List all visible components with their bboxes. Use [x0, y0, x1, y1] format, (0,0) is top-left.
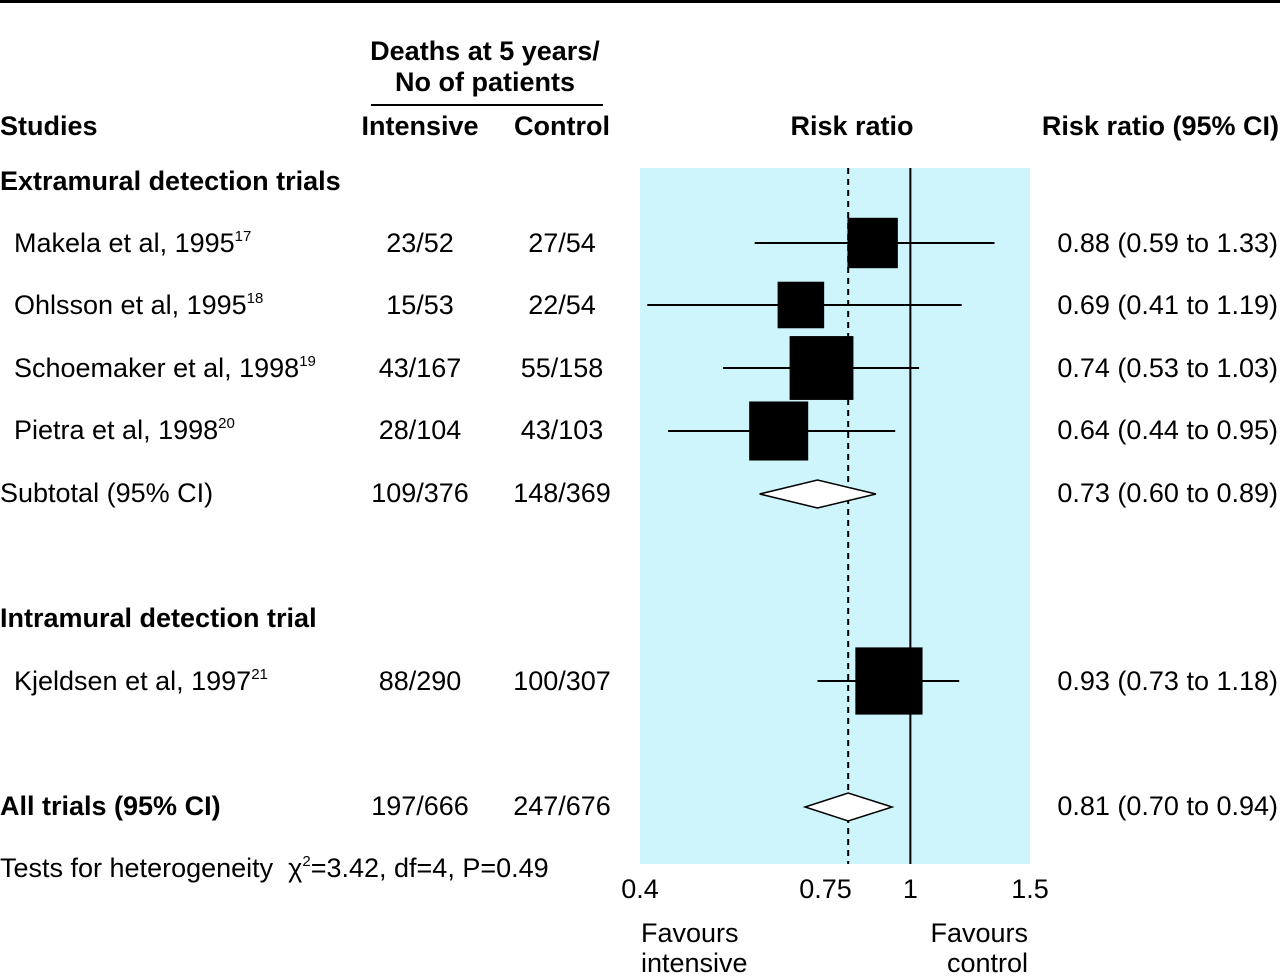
- x-tick-label: 0.4: [621, 874, 659, 904]
- intensive-value: 23/52: [386, 228, 454, 258]
- risk-ratio-ci-value: 0.69 (0.41 to 1.19): [1057, 290, 1278, 320]
- intensive-value: 28/104: [378, 415, 462, 445]
- x-tick-label: 1: [903, 874, 918, 904]
- control-value: 43/103: [520, 415, 604, 445]
- risk-ratio-ci-value: 0.64 (0.44 to 0.95): [1057, 415, 1278, 445]
- intensive-value: 15/53: [386, 290, 454, 320]
- study-name: Pietra et al, 199820: [14, 415, 235, 445]
- deaths-header-line1: Deaths at 5 years/: [370, 36, 600, 66]
- deaths-header-rule: [371, 104, 603, 106]
- group-title: Intramural detection trial: [0, 603, 317, 633]
- study-estimate-square: [749, 401, 809, 461]
- control-value: 55/158: [520, 353, 604, 383]
- study-reference: 18: [246, 290, 264, 307]
- x-tick-label: 1.5: [1011, 874, 1049, 904]
- all-trials-control: 247/676: [513, 791, 611, 821]
- intensive-value: 43/167: [378, 353, 462, 383]
- control-value: 27/54: [528, 228, 596, 258]
- heterogeneity-test: Tests for heterogeneity χ2=3.42, df=4, P…: [0, 853, 549, 883]
- top-rule: [0, 0, 1280, 3]
- study-estimate-square: [855, 647, 923, 715]
- study-estimate-square: [789, 336, 854, 400]
- subtotal-control: 148/369: [513, 478, 611, 508]
- all-trials-diamond: [802, 792, 895, 822]
- study-name: Makela et al, 199517: [14, 228, 252, 258]
- deaths-header-line2: No of patients: [395, 67, 575, 97]
- risk-ratio-ci-header: Risk ratio (95% CI): [1041, 111, 1279, 141]
- study-reference: 17: [234, 228, 252, 245]
- favours-intensive-label: Favours intensive: [641, 918, 748, 978]
- control-value: 100/307: [513, 666, 611, 696]
- study-reference: 20: [218, 415, 235, 432]
- control-value: 22/54: [528, 290, 596, 320]
- control-header: Control: [514, 111, 610, 141]
- subtotal-label: Subtotal (95% CI): [0, 478, 214, 508]
- plot-background: [640, 168, 1030, 864]
- favours-control-label: Favours control: [930, 918, 1028, 978]
- study-name: Schoemaker et al, 199819: [14, 353, 316, 383]
- intensive-value: 88/290: [378, 666, 462, 696]
- study-reference: 21: [251, 666, 268, 683]
- risk-ratio-header: Risk ratio: [790, 111, 914, 141]
- risk-ratio-ci-value: 0.93 (0.73 to 1.18): [1057, 666, 1278, 696]
- study-name: Ohlsson et al, 199518: [14, 290, 264, 320]
- study-estimate-square: [847, 217, 898, 269]
- all-trials-ci-value: 0.81 (0.70 to 0.94): [1057, 791, 1278, 821]
- group-title: Extramural detection trials: [0, 166, 341, 196]
- subtotal-intensive: 109/376: [371, 478, 469, 508]
- study-estimate-square: [777, 281, 825, 329]
- risk-ratio-ci-value: 0.88 (0.59 to 1.33): [1057, 228, 1278, 258]
- study-name: Kjeldsen et al, 199721: [14, 666, 268, 696]
- subtotal-diamond: [759, 479, 877, 509]
- study-reference: 19: [299, 353, 316, 370]
- risk-ratio-ci-value: 0.74 (0.53 to 1.03): [1057, 353, 1278, 383]
- studies-header: Studies: [0, 111, 98, 141]
- all-trials-label: All trials (95% CI): [0, 791, 221, 821]
- subtotal-ci-value: 0.73 (0.60 to 0.89): [1057, 478, 1278, 508]
- intensive-header: Intensive: [361, 111, 479, 141]
- all-trials-intensive: 197/666: [371, 791, 469, 821]
- x-tick-label: 0.75: [799, 874, 852, 904]
